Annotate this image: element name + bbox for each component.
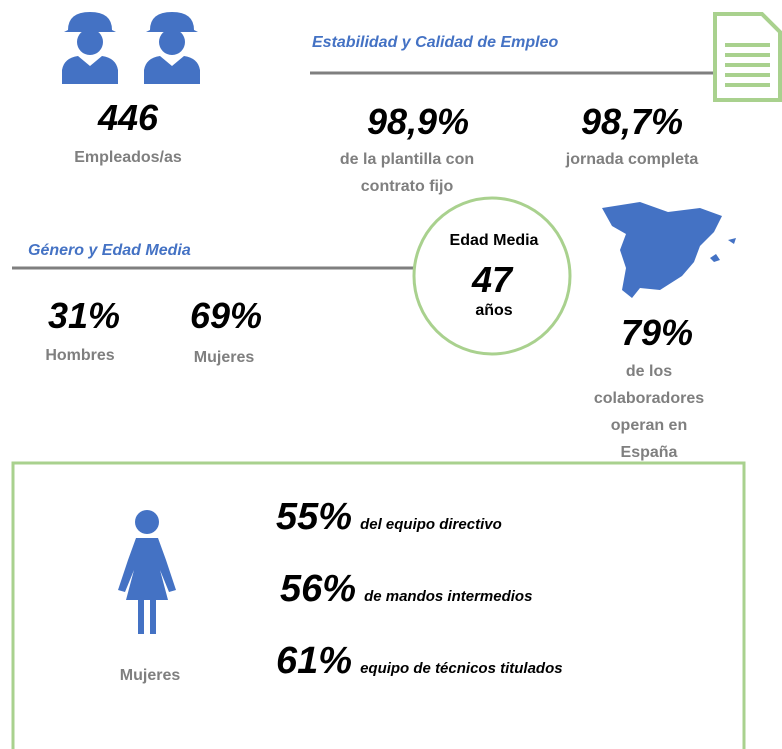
stat-value: 55% xyxy=(276,496,353,538)
stat-label: de los colaboradores operan en España xyxy=(593,363,705,461)
stat-label: de mandos intermedios xyxy=(364,588,533,605)
stat-value: 98,7% xyxy=(580,101,684,142)
stat-label: jornada completa xyxy=(565,151,699,168)
document-icon xyxy=(713,12,782,102)
stat-label: del equipo directivo xyxy=(360,516,502,533)
women-row: 61% equipo de técnicos titulados xyxy=(276,640,563,683)
stat-value: 98,9% xyxy=(366,101,470,142)
age-value: 47 xyxy=(471,259,513,300)
stat-label: equipo de técnicos titulados xyxy=(360,660,563,677)
age-circle xyxy=(412,196,572,356)
stat-label: Hombres xyxy=(45,347,115,364)
stat-value: 61% xyxy=(276,640,353,682)
section-title: Género y Edad Media xyxy=(28,242,191,259)
worker-icons xyxy=(62,12,200,84)
employee-label: Empleados/as xyxy=(74,149,182,166)
women-row: 56% de mandos intermedios xyxy=(280,568,532,611)
women-label: Mujeres xyxy=(119,667,181,684)
age-unit: años xyxy=(475,302,513,319)
section-title: Estabilidad y Calidad de Empleo xyxy=(312,34,559,51)
stat-label: Mujeres xyxy=(193,349,255,366)
woman-icon xyxy=(118,510,176,634)
spain-map xyxy=(602,202,736,298)
stat-value: 79% xyxy=(620,312,694,353)
stat-label: de la plantilla con contrato fijo xyxy=(339,151,475,195)
women-row: 55% del equipo directivo xyxy=(276,496,502,539)
stat-value: 69% xyxy=(189,295,263,336)
stat-value: 56% xyxy=(280,568,357,610)
stat-value: 31% xyxy=(47,295,121,336)
women-box xyxy=(11,461,746,749)
employee-count: 446 xyxy=(97,97,159,138)
age-title: Edad Media xyxy=(449,232,539,249)
